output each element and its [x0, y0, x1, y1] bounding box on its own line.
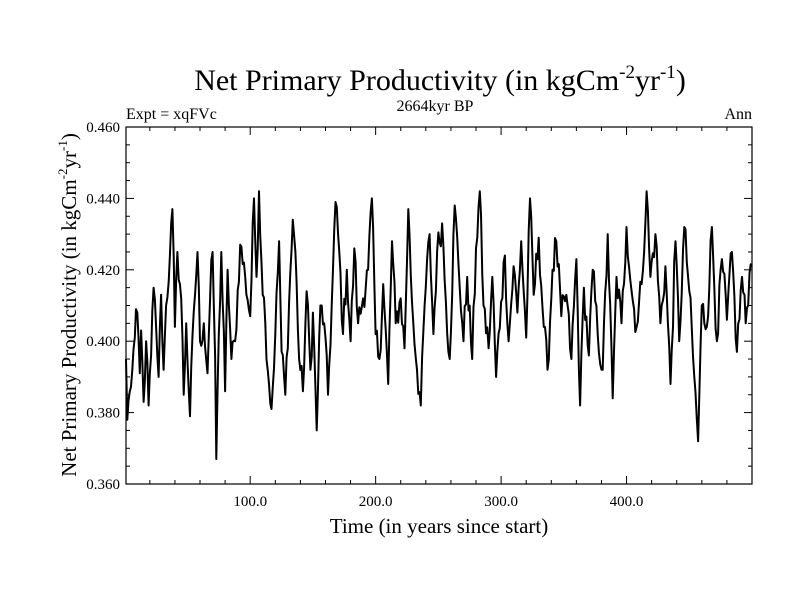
x-tick-label: 400.0: [610, 494, 644, 510]
x-tick-label: 300.0: [484, 494, 518, 510]
npp-series-line: [125, 190, 753, 460]
season-label: Ann: [724, 106, 752, 123]
time-period-label: 2664kyr BP: [397, 98, 474, 115]
x-tick-label: 100.0: [233, 494, 267, 510]
experiment-label: Expt = xqFVc: [126, 106, 217, 123]
x-axis-ticks: [149, 127, 728, 484]
y-tick-label: 0.460: [86, 120, 120, 136]
x-axis-label: Time (in years since start): [330, 514, 549, 538]
y-tick-label: 0.440: [86, 191, 120, 207]
y-tick-label: 0.360: [86, 477, 120, 493]
x-tick-label: 200.0: [359, 494, 393, 510]
y-axis-label: Net Primary Productivity (in kgCm-2yr-1): [55, 133, 81, 477]
x-axis-tick-labels: 100.0 200.0 300.0 400.0: [233, 494, 643, 510]
y-axis-tick-labels: 0.360 0.380 0.400 0.420 0.440 0.460: [86, 120, 120, 493]
y-tick-label: 0.380: [86, 406, 120, 422]
y-tick-label: 0.400: [86, 334, 120, 350]
chart-title: Net Primary Productivity (in kgCm-2yr-1): [194, 62, 686, 97]
y-tick-label: 0.420: [86, 263, 120, 279]
